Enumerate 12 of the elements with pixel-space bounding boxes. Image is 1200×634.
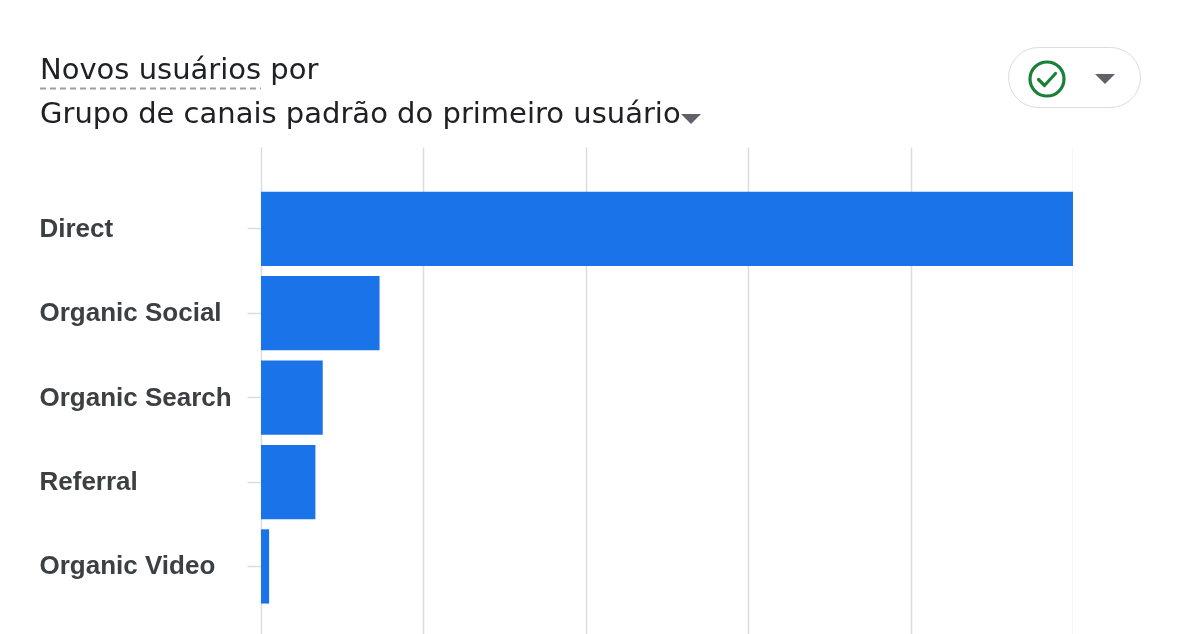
- chart-subtitle: Grupo de canais padrão do primeiro usuário: [40, 96, 681, 130]
- bar: [261, 444, 316, 520]
- y-tick-label: Organic Search: [39, 381, 232, 412]
- bar: [261, 276, 380, 351]
- y-tick-label: Organic Social: [39, 297, 222, 328]
- bar: [261, 529, 270, 604]
- bar: [261, 360, 323, 435]
- bar: [261, 191, 1073, 266]
- y-tick-label: Direct: [39, 212, 114, 243]
- chart-title: Novos usuários por: [40, 52, 319, 86]
- y-tick-label: Organic Video: [39, 550, 216, 581]
- y-tick-label: Referral: [39, 466, 138, 497]
